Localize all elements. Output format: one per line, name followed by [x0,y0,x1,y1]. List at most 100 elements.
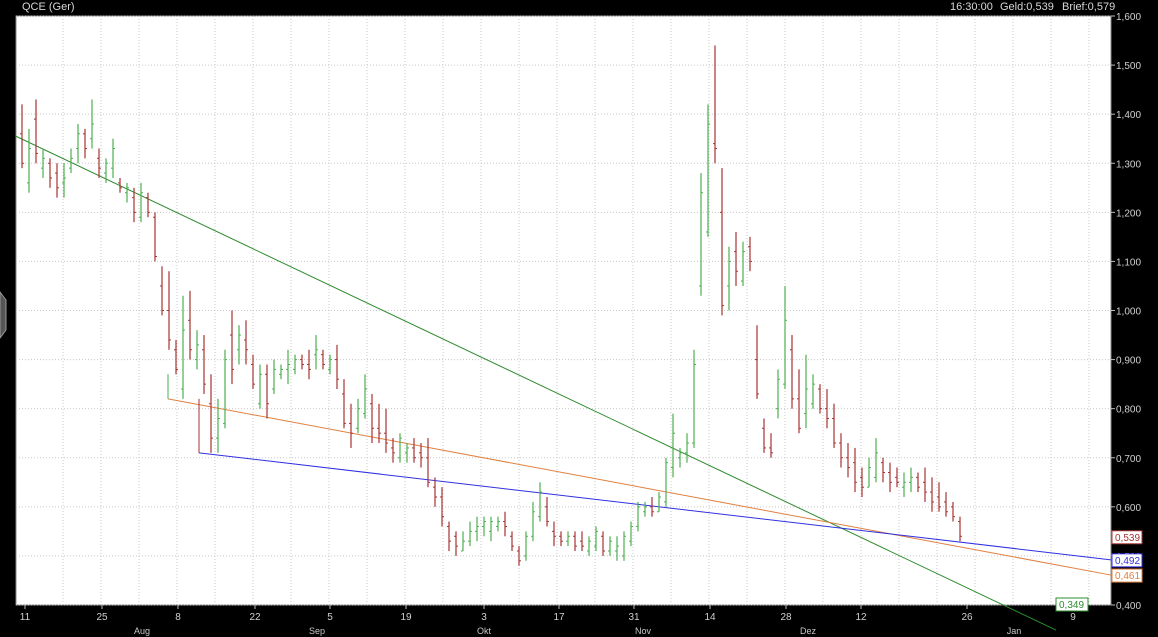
ohlc-bar [230,310,234,385]
ohlc-bar [839,433,843,468]
price-box: 0,539 [1111,530,1143,545]
ohlc-bar [433,477,437,507]
y-tick-label: 1,600 [1116,12,1141,23]
ohlc-bar [307,349,311,380]
ohlc-bar [643,501,647,517]
ohlc-bar [202,335,206,394]
grid-layer [16,15,1111,606]
ohlc-bar [538,482,542,522]
ohlc-bar [181,295,185,399]
ohlc-bar [678,447,682,468]
ohlc-bar [909,467,913,493]
month-label: Dez [800,626,817,636]
ohlc-bar [846,443,850,478]
ohlc-bar [328,354,332,375]
ohlc-bar [573,531,577,552]
x-tick-label: 14 [704,612,716,623]
y-tick-label: 1,200 [1116,208,1141,219]
month-label: Sep [309,626,325,636]
ohlc-bar [83,128,87,159]
ohlc-bar [405,443,409,463]
ohlc-bar [832,403,836,448]
y-tick-label: 1,300 [1116,159,1141,170]
ohlc-bar [923,467,927,502]
ohlc-bar [41,148,45,178]
ohlc-bar [853,447,857,493]
ohlc-bar [237,325,241,365]
ohlc-bar [20,104,24,169]
ohlc-bar [153,212,157,262]
x-tick-label: 26 [961,612,973,623]
ohlc-bar [706,104,710,237]
ohlc-bar [97,148,101,178]
y-tick-label: 1,400 [1116,110,1141,121]
ohlc-bar [510,531,514,552]
y-tick-label: 0,800 [1116,405,1141,416]
ohlc-bar [755,325,759,399]
ohlc-bar [468,521,472,547]
price-box-frame [1111,553,1143,568]
price-box-frame [1111,530,1143,545]
ohlc-bar [545,497,549,527]
ohlc-bar [447,521,451,552]
ohlc-bar [55,163,59,198]
ohlc-bar [916,472,920,493]
price-box: 0,492 [1111,553,1143,568]
ohlc-bar [825,389,829,429]
x-tick-label: 3 [481,612,487,623]
price-box-label: 0,461 [1115,571,1140,582]
ohlc-bar [776,369,780,419]
y-tick-label: 1,500 [1116,61,1141,72]
ohlc-bar [720,168,724,316]
ohlc-bar [783,285,787,390]
x-tick-label: 9 [1070,612,1076,623]
trendline-blue [198,452,1112,561]
ohlc-bar [69,148,73,174]
price-box: 0,349 [1055,597,1089,612]
x-tick-label: 17 [553,612,565,623]
ohlc-bar [251,354,255,390]
ohlc-bar [286,349,290,385]
ohlc-bar [370,393,374,444]
price-box-label: 0,349 [1059,600,1084,611]
ohlc-bar [741,241,745,286]
trendline-orange [167,398,1112,576]
price-box-layer: 0,539 0,492 0,461 0,349 [1055,530,1143,612]
ohlc-bar [419,443,423,468]
ohlc-bar [482,516,486,537]
ohlc-bar [580,531,584,552]
ohlc-bar [517,546,521,566]
price-box-frame [1055,597,1089,612]
ohlc-bar [216,398,220,453]
y-tick-label: 1,000 [1116,307,1141,318]
ohlc-bar [937,482,941,512]
ohlc-bar [734,231,738,286]
ohlc-bar [657,492,661,513]
ohlc-bar [524,531,528,561]
price-bar-layer [20,45,962,566]
ohlc-bar [272,359,276,394]
quote-time: 16:30:00 [950,1,993,13]
ohlc-bar [314,335,318,370]
ohlc-bar [265,364,269,419]
ohlc-bar [258,364,262,409]
ohlc-bar [496,516,500,532]
ohlc-bar [762,418,766,453]
ohlc-bar [713,45,717,164]
trendline-green [15,135,1057,631]
ohlc-bar [335,344,339,390]
scroll-handle[interactable] [0,291,7,339]
ohlc-bar [902,472,906,498]
ohlc-bar [454,531,458,556]
x-axis: 11 25 8 22 5 19 3 17 31 14 28 12 26 9 Aug Sep Okt Nov Dez J… [20,605,1076,636]
ohlc-bar [818,384,822,414]
ohlc-bar [139,182,143,223]
ohlc-bar [727,246,731,311]
ohlc-bar [125,182,129,203]
ohlc-bar [48,158,52,188]
price-box-frame [1111,568,1143,583]
x-tick-label: 25 [96,612,108,623]
ohlc-bar [951,501,955,522]
ohlc-bar [300,354,304,370]
ohlc-bar [174,339,178,375]
